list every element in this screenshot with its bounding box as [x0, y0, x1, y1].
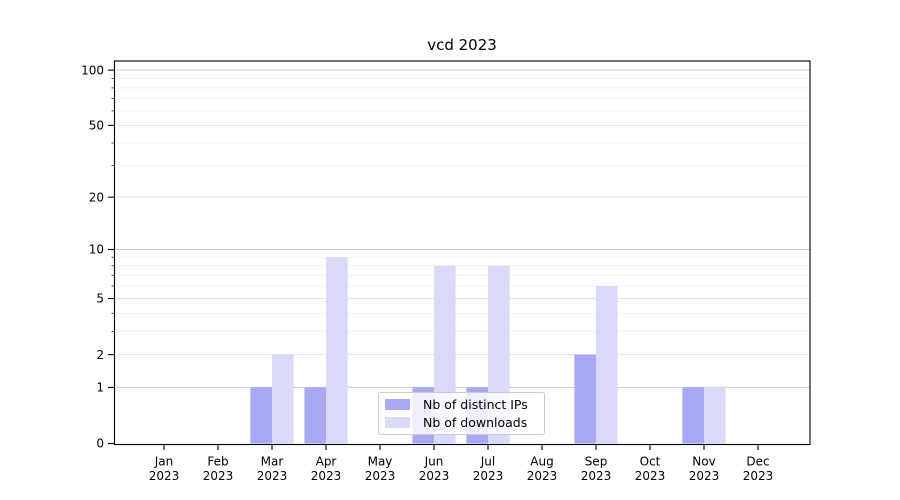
- x-tick-label-month: Jul: [480, 455, 495, 469]
- plot-border: [113, 60, 811, 446]
- x-tick-label-month: Sep: [585, 455, 608, 469]
- x-tick-label-year: 2023: [203, 469, 234, 483]
- x-tick-label-year: 2023: [149, 469, 180, 483]
- legend-item-distinct-ips: Nb of distinct IPs: [385, 396, 538, 412]
- x-tick-label-year: 2023: [419, 469, 450, 483]
- x-tick-label-month: Oct: [640, 455, 661, 469]
- x-tick-label-year: 2023: [473, 469, 504, 483]
- bar-downloads-apr: [326, 257, 348, 444]
- x-tick-label-year: 2023: [581, 469, 612, 483]
- bar-downloads-mar: [272, 354, 294, 444]
- x-tick-label-year: 2023: [635, 469, 666, 483]
- x-tick-label-year: 2023: [257, 469, 288, 483]
- bar-distinct-ips-sep: [574, 354, 596, 444]
- y-tick-label: 1: [96, 381, 104, 395]
- bar-distinct-ips-nov: [682, 387, 704, 444]
- y-tick-label: 50: [89, 119, 104, 133]
- y-tick-label: 10: [89, 243, 104, 257]
- y-tick-label: 100: [81, 63, 104, 77]
- bar-distinct-ips-mar: [250, 387, 272, 444]
- legend-swatch-downloads: [385, 416, 410, 428]
- x-tick-label-month: Mar: [261, 455, 284, 469]
- legend: Nb of distinct IPs Nb of downloads: [378, 392, 545, 435]
- x-tick-label-year: 2023: [527, 469, 558, 483]
- legend-swatch-distinct-ips: [385, 399, 410, 411]
- x-tick-label-year: 2023: [689, 469, 720, 483]
- y-tick-label: 20: [89, 190, 104, 204]
- legend-label-distinct-ips: Nb of distinct IPs: [423, 396, 528, 412]
- y-tick-label: 2: [96, 348, 104, 362]
- bar-downloads-nov: [704, 387, 726, 444]
- x-tick-label-month: Jun: [424, 455, 444, 469]
- y-tick-label: 5: [96, 292, 104, 306]
- x-tick-label-year: 2023: [311, 469, 342, 483]
- y-tick-label: 0: [96, 437, 104, 451]
- chart-title: vcd 2023: [427, 36, 497, 54]
- bar-downloads-sep: [596, 286, 618, 444]
- x-tick-label-month: Apr: [316, 455, 337, 469]
- legend-label-downloads: Nb of downloads: [423, 414, 528, 430]
- x-tick-label-year: 2023: [743, 469, 774, 483]
- x-tick-label-month: Jan: [154, 455, 174, 469]
- x-tick-label-month: Aug: [530, 455, 553, 469]
- bar-distinct-ips-apr: [304, 387, 326, 444]
- x-tick-label-month: May: [368, 455, 393, 469]
- x-tick-label-month: Dec: [746, 455, 769, 469]
- x-tick-label-month: Nov: [692, 455, 715, 469]
- x-tick-label-year: 2023: [365, 469, 396, 483]
- legend-item-downloads: Nb of downloads: [385, 414, 538, 430]
- x-tick-label-month: Feb: [207, 455, 228, 469]
